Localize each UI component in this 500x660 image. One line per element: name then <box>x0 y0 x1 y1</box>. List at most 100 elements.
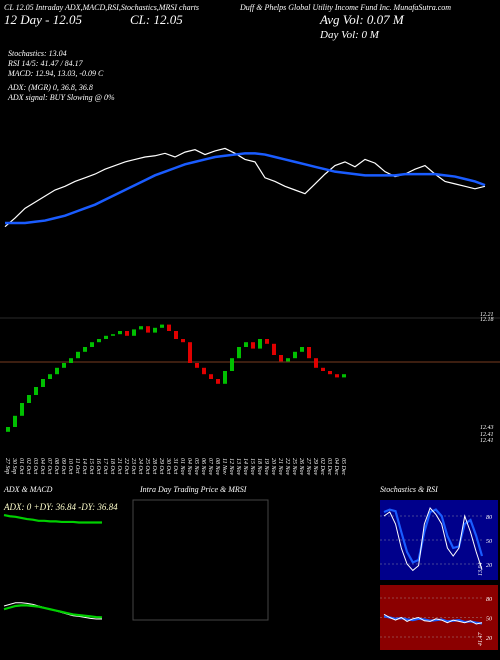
date-label: 06 Nov <box>200 458 206 476</box>
candle <box>153 327 157 333</box>
candle <box>335 374 339 378</box>
moving-average <box>5 152 486 225</box>
candle <box>328 371 332 375</box>
candle <box>272 343 276 355</box>
candle <box>41 379 45 387</box>
date-label: 30 Sep <box>11 457 17 474</box>
date-label: 11 Oct <box>74 458 80 474</box>
candle <box>195 363 199 368</box>
candle <box>13 415 17 427</box>
date-label: 04 Oct <box>39 458 46 474</box>
candle <box>146 326 150 333</box>
date-label: 01 Oct <box>18 458 24 474</box>
stat: RSI 14/5: 41.47 / 84.17 <box>7 59 84 68</box>
panel-title: Intra Day Trading Price & MRSI <box>139 485 247 494</box>
candle <box>314 358 318 368</box>
stat: Stochastics: 13.04 <box>8 49 67 58</box>
big-label: CL: 12.05 <box>130 12 183 27</box>
candle <box>6 427 10 432</box>
header-right: Duff & Phelps Global Utility Income Fund… <box>239 3 451 12</box>
date-label: 18 Oct <box>109 458 115 474</box>
date-label: 25 Nov <box>291 458 297 476</box>
y-tick-label: 80 <box>486 597 492 603</box>
date-label: 07 Nov <box>207 458 213 476</box>
date-label: 14 Nov <box>242 458 249 476</box>
intraday-box <box>132 499 269 621</box>
candle <box>216 379 220 384</box>
date-label: 07 Oct <box>46 458 52 474</box>
stat: ADX signal: BUY Slowing @ 0% <box>7 93 115 102</box>
panel-title: ADX & MACD <box>3 485 53 494</box>
date-label: 02 Oct <box>25 458 31 474</box>
panel-note: ADX: 0 +DY: 36.84 -DY: 36.84 <box>3 502 118 512</box>
candle <box>167 324 171 331</box>
candle <box>300 347 304 352</box>
candle <box>48 374 52 379</box>
candle <box>181 339 185 343</box>
candle <box>125 331 129 336</box>
candle <box>286 358 290 362</box>
candle <box>307 347 311 359</box>
date-label: 27 Nov <box>305 458 311 476</box>
candle <box>34 387 38 395</box>
candle <box>132 329 136 336</box>
date-label: 29 Oct <box>158 458 164 474</box>
date-label: 29 Nov <box>312 458 318 476</box>
date-label: 10 Oct <box>67 458 73 474</box>
date-label: 05 Dec <box>340 458 346 475</box>
date-label: 17 Oct <box>102 458 108 474</box>
date-label: 15 Oct <box>88 458 94 474</box>
big-label: Day Vol: 0 M <box>319 29 380 41</box>
indicator-line <box>383 613 483 625</box>
date-label: 13 Nov <box>235 458 241 476</box>
date-label: 21 Nov <box>277 458 283 476</box>
price-label: 12.21 <box>480 312 494 318</box>
date-label: 20 Nov <box>270 458 276 476</box>
indicator-line <box>3 514 102 524</box>
price-label: 12.43 <box>480 424 494 431</box>
date-label: 26 Nov <box>298 458 304 476</box>
date-label: 03 Oct <box>32 458 38 474</box>
y-tick-label: 20 <box>486 636 492 642</box>
candle <box>62 363 66 368</box>
date-label: 01 Nov <box>179 458 185 476</box>
candle <box>174 331 178 339</box>
date-label: 25 Oct <box>144 458 150 474</box>
candle <box>27 395 31 403</box>
y-tick-label: 80 <box>486 515 492 521</box>
date-label: 12 Nov <box>228 458 234 476</box>
candle <box>188 342 192 363</box>
date-label: 05 Nov <box>193 458 199 476</box>
date-label: 02 Dec <box>319 458 325 475</box>
candle <box>20 403 24 416</box>
date-label: 11 Nov <box>221 458 227 475</box>
date-label: 15 Nov <box>249 458 255 476</box>
candle <box>237 347 241 359</box>
stat: ADX: (MGR) 0, 36.8, 36.8 <box>7 83 93 92</box>
indicator-line <box>3 604 103 619</box>
date-label: 18 Nov <box>256 458 262 476</box>
price-label: 12.41 <box>480 431 494 438</box>
candle <box>139 326 143 330</box>
date-label: 27 Sep <box>4 458 10 474</box>
candle <box>83 347 87 352</box>
candle <box>90 342 94 347</box>
date-label: 21 Oct <box>116 458 122 474</box>
candle <box>251 342 255 349</box>
candle <box>265 339 269 344</box>
candle <box>104 335 108 339</box>
date-label: 04 Nov <box>186 458 193 476</box>
date-label: 24 Oct <box>137 458 144 474</box>
candle <box>160 324 164 328</box>
candle <box>279 355 283 362</box>
candle <box>293 351 297 359</box>
y-tick-label: 50 <box>486 617 492 623</box>
candle <box>118 331 122 335</box>
candle <box>202 367 206 375</box>
candle <box>55 367 59 375</box>
date-label: 22 Nov <box>284 458 290 476</box>
indicator-line <box>383 507 483 572</box>
candle <box>244 342 248 347</box>
candle <box>258 339 262 349</box>
